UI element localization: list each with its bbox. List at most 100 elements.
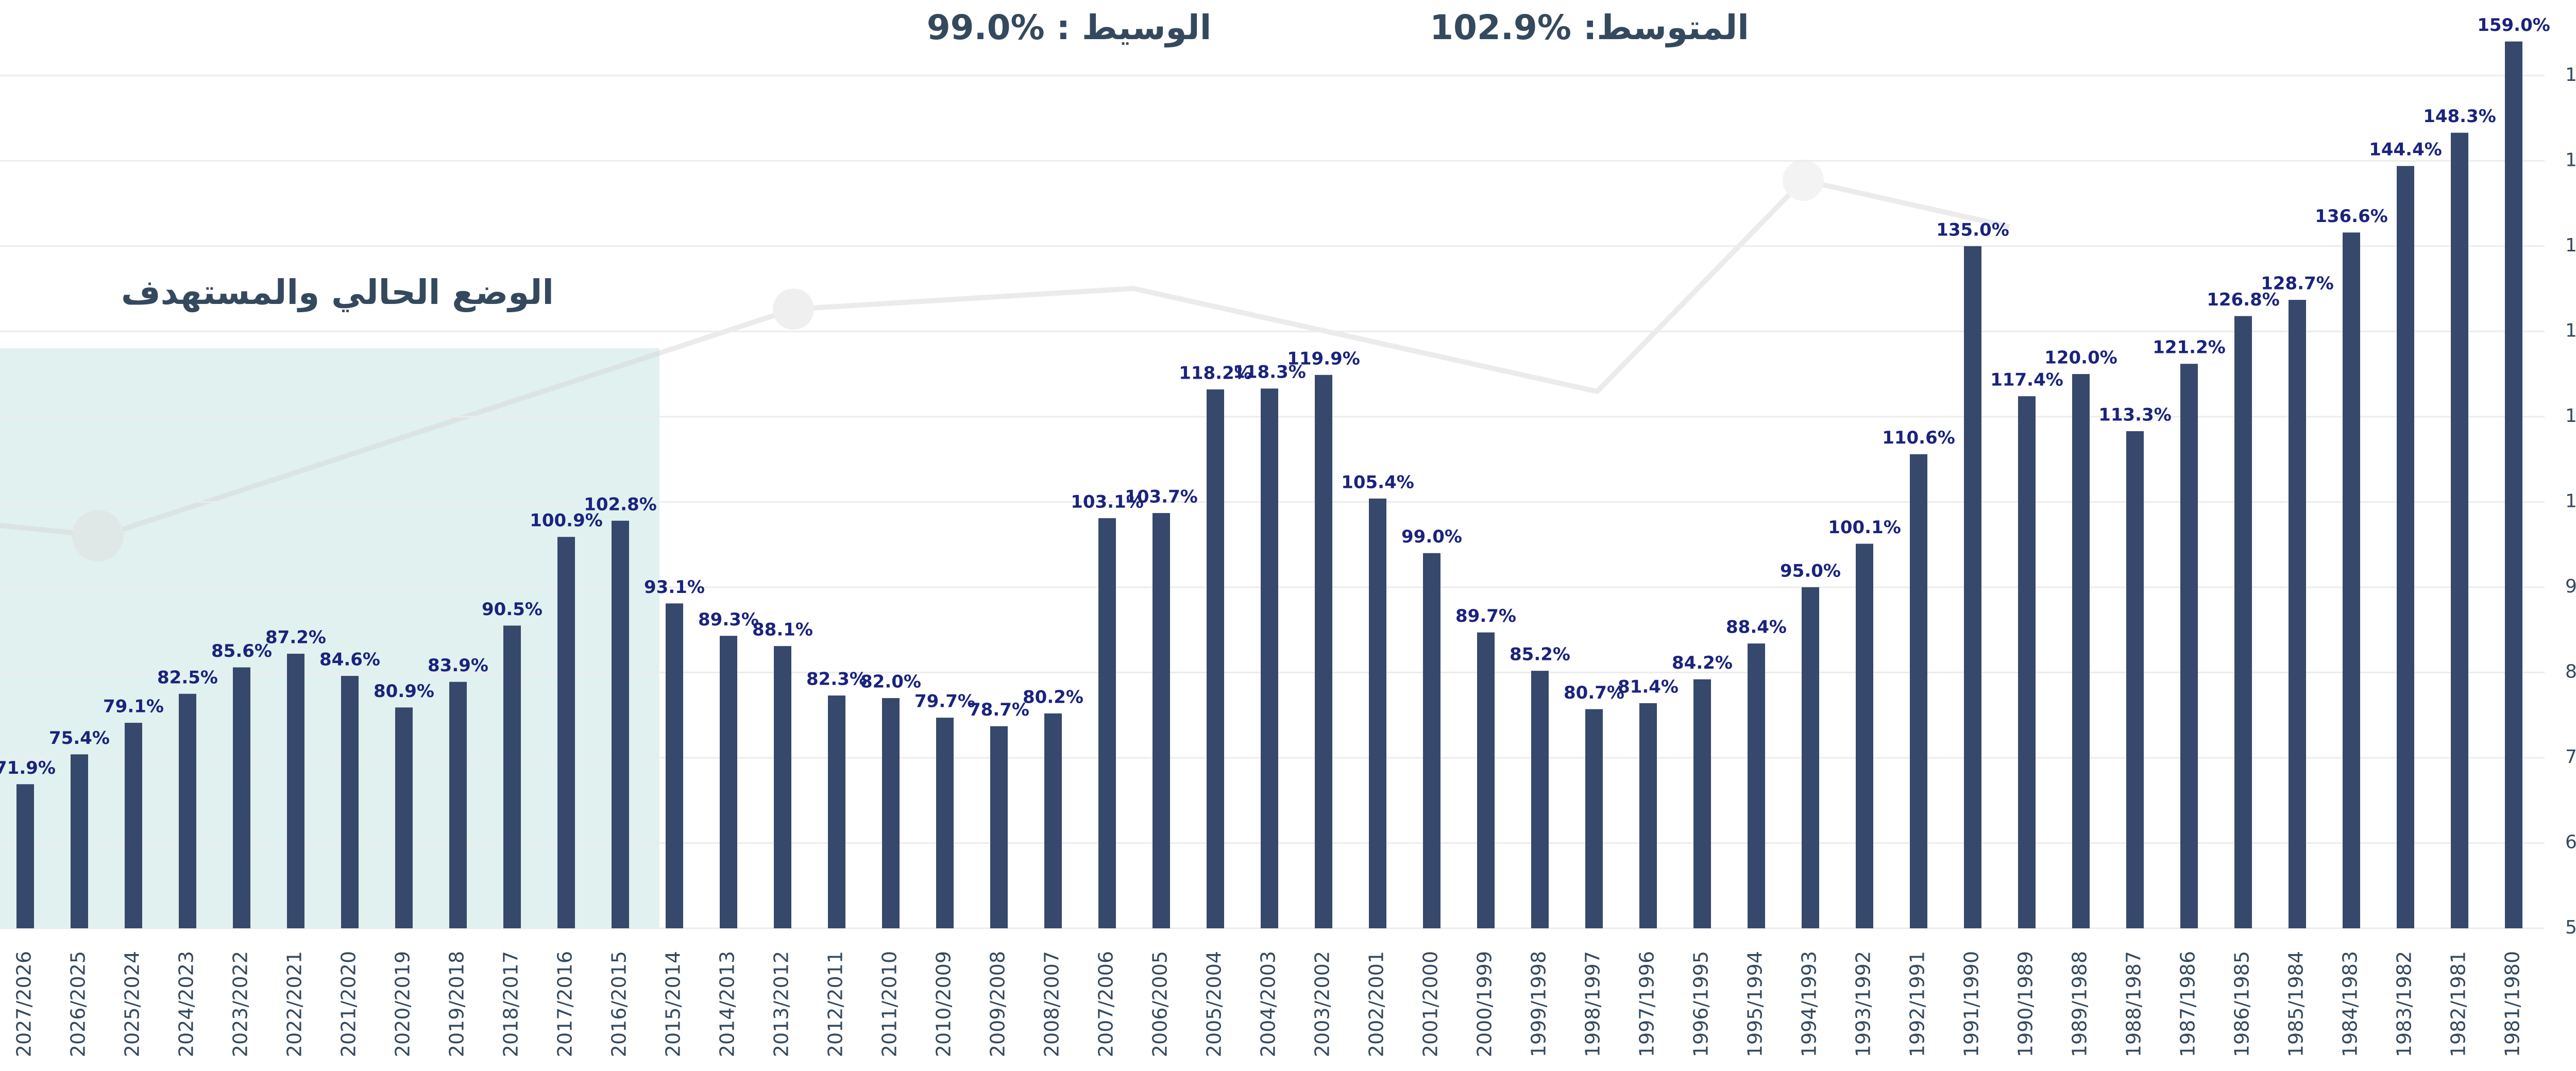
x-tick-label: 2011/2010 — [878, 951, 901, 1057]
value-label: 87.2% — [265, 627, 326, 648]
x-tick-label: 1999/1998 — [1528, 951, 1550, 1057]
value-label: 102.8% — [584, 494, 657, 515]
x-tick-label: 1985/1984 — [2285, 951, 2308, 1057]
x-tick-label: 1986/1985 — [2231, 951, 2253, 1057]
y-tick-label: 135.0% — [2565, 235, 2576, 256]
bar — [1910, 454, 1927, 928]
bar — [503, 625, 521, 928]
x-tick-label: 2010/2009 — [933, 951, 955, 1057]
value-label: 103.7% — [1125, 486, 1198, 507]
y-tick-label: 85.0% — [2565, 661, 2576, 682]
y-tick-label: 65.0% — [2565, 831, 2576, 853]
x-tick-label: 2018/2017 — [500, 951, 522, 1057]
value-label: 81.4% — [1618, 677, 1679, 698]
bar — [1315, 375, 1332, 928]
value-label: 144.4% — [2369, 140, 2442, 160]
value-label: 100.1% — [1828, 517, 1901, 538]
bar — [936, 718, 954, 928]
value-label: 119.9% — [1287, 348, 1360, 369]
x-tick-label: 2022/2021 — [283, 951, 306, 1057]
target-region — [0, 348, 659, 928]
value-label: 103.1% — [1071, 491, 1144, 512]
x-tick-label: 2027/2026 — [13, 951, 36, 1057]
x-tick-label: 2007/2006 — [1095, 951, 1117, 1057]
value-label: 135.0% — [1936, 219, 2009, 240]
x-tick-label: 1987/1986 — [2177, 951, 2199, 1057]
x-tick-label: 2014/2013 — [716, 951, 739, 1057]
bar — [341, 676, 359, 928]
value-label: 89.7% — [1455, 606, 1516, 626]
bar — [1856, 543, 1873, 928]
bar — [125, 723, 142, 928]
background-decoration — [0, 160, 2010, 562]
bar — [2126, 431, 2144, 928]
y-tick-label: 115.0% — [2565, 405, 2576, 427]
x-tick-label: 2012/2011 — [824, 951, 847, 1057]
value-label: 85.6% — [211, 641, 272, 661]
bar — [16, 784, 34, 928]
value-label: 89.3% — [698, 609, 759, 630]
bar — [2018, 396, 2036, 929]
value-label: 136.6% — [2315, 206, 2388, 227]
bar — [1098, 518, 1116, 928]
value-label: 93.1% — [644, 577, 705, 598]
bar — [1585, 709, 1603, 928]
value-label: 84.2% — [1672, 653, 1733, 673]
bar — [1802, 587, 1819, 928]
y-tick-label: 75.0% — [2565, 746, 2576, 768]
x-tick-label: 2016/2015 — [608, 951, 631, 1057]
x-tick-label: 1988/1987 — [2123, 951, 2145, 1057]
value-label: 82.5% — [157, 667, 218, 688]
x-tick-label: 2002/2001 — [1365, 951, 1388, 1057]
bar — [557, 537, 575, 928]
bar — [2451, 132, 2468, 929]
x-tick-label: 2024/2023 — [175, 951, 198, 1057]
bar — [71, 754, 88, 928]
y-tick-label: 125.0% — [2565, 320, 2576, 341]
value-label: 105.4% — [1341, 472, 1414, 492]
bar — [1044, 713, 1062, 928]
bar — [990, 726, 1008, 928]
bar — [1531, 671, 1549, 928]
y-tick-label: 95.0% — [2565, 576, 2576, 597]
x-tick-label: 2000/1999 — [1473, 951, 1496, 1057]
value-label: 82.0% — [860, 672, 921, 692]
value-label: 99.0% — [1401, 526, 1462, 547]
x-tick-label: 1983/1982 — [2393, 951, 2416, 1057]
x-tick-label: 2006/2005 — [1149, 951, 1172, 1057]
value-label: 159.0% — [2477, 15, 2550, 36]
value-label: 83.9% — [428, 655, 488, 676]
y-tick-label: 145.0% — [2565, 149, 2576, 171]
y-tick-label: 55.0% — [2565, 917, 2576, 938]
x-tick-label: 2013/2012 — [770, 951, 793, 1057]
bar — [1477, 632, 1495, 928]
value-label: 80.7% — [1564, 683, 1624, 703]
x-tick-label: 1992/1991 — [1906, 951, 1929, 1057]
x-tick-label: 1998/1997 — [1582, 951, 1604, 1057]
value-label: 90.5% — [482, 599, 543, 620]
x-tick-label: 1990/1989 — [2014, 951, 2037, 1057]
bar — [179, 693, 196, 928]
x-tick-label: 1995/1994 — [1744, 951, 1767, 1057]
bar — [882, 698, 900, 928]
value-label: 113.3% — [2098, 404, 2172, 425]
value-label: 80.2% — [1023, 687, 1083, 707]
bar — [1964, 246, 1981, 928]
bar — [2397, 166, 2414, 928]
x-tick-label: 1996/1995 — [1690, 951, 1713, 1057]
x-tick-label: 1997/1996 — [1636, 951, 1658, 1057]
value-label: 118.2% — [1179, 363, 1252, 383]
x-tick-label: 2023/2022 — [229, 951, 252, 1057]
bar — [1693, 679, 1711, 928]
bar — [2289, 300, 2306, 928]
x-tick-label: 2015/2014 — [662, 951, 685, 1057]
value-label: 75.4% — [49, 728, 110, 749]
x-tick-label: 1989/1988 — [2069, 951, 2091, 1057]
bar — [666, 603, 683, 928]
x-tick-label: 1994/1993 — [1798, 951, 1821, 1057]
bar — [2072, 374, 2090, 928]
x-tick-label: 2026/2025 — [67, 951, 90, 1057]
value-label: 79.1% — [103, 696, 164, 717]
bar — [828, 695, 845, 928]
